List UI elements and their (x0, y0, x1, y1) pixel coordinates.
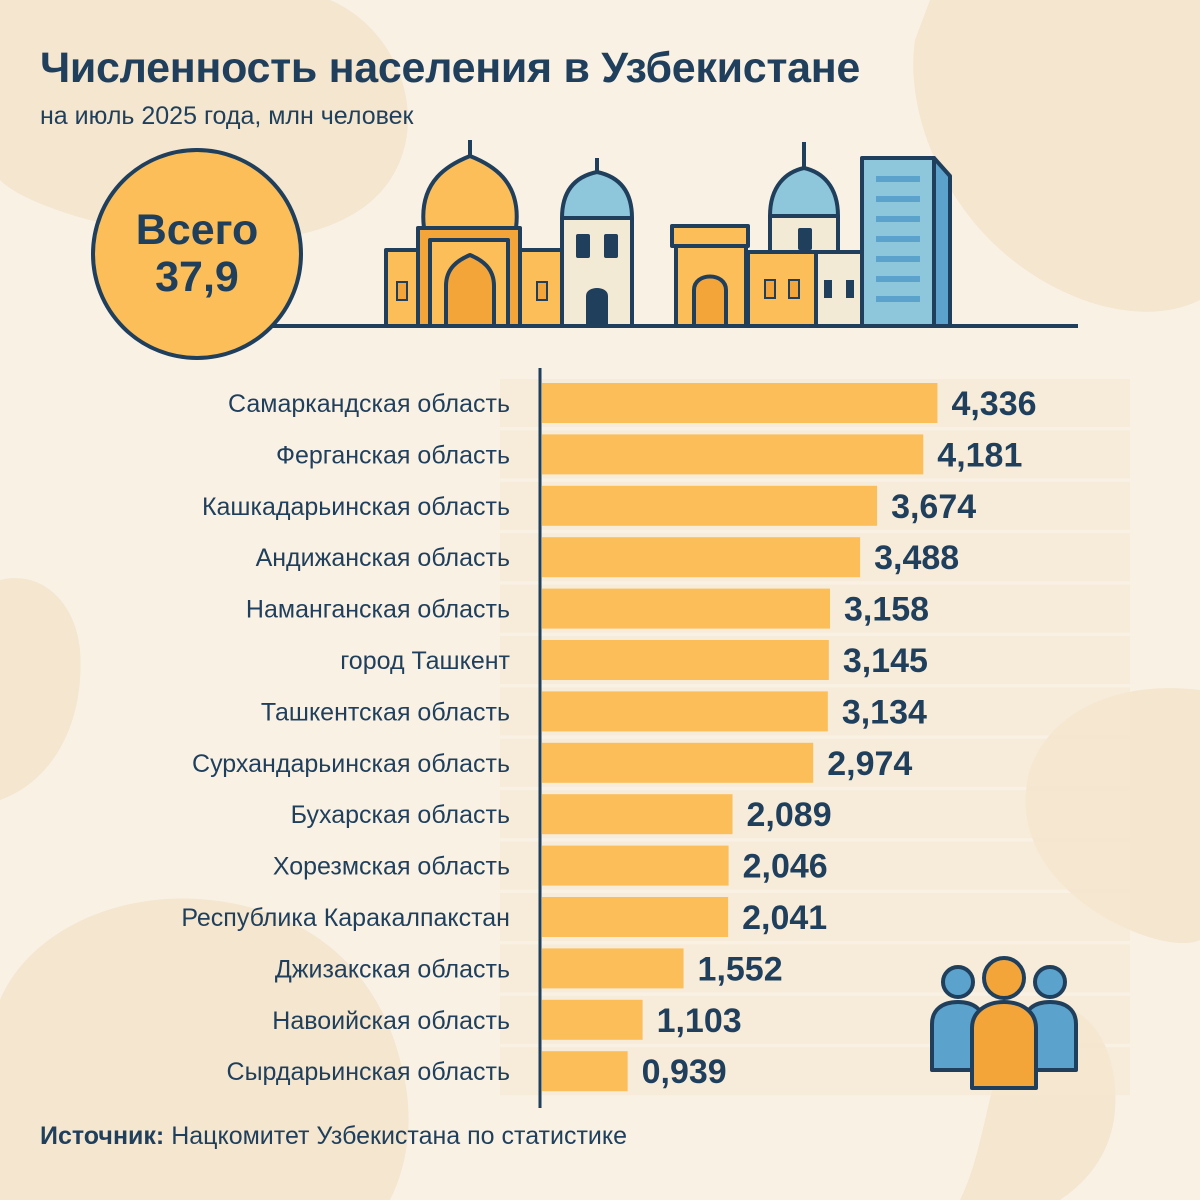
bar (542, 434, 924, 475)
category-label: Наманганская область (246, 596, 510, 624)
value-label: 3,134 (842, 693, 927, 731)
bar (542, 1051, 628, 1092)
total-label: Всего (135, 205, 259, 254)
category-label: Андижанская область (256, 544, 510, 572)
bar (542, 742, 814, 783)
value-label: 3,145 (843, 642, 928, 680)
value-label: 2,974 (827, 745, 912, 783)
value-label: 3,158 (844, 591, 929, 629)
category-label: Самаркандская область (228, 390, 510, 418)
page-title: Численность населения в Узбекистане (40, 44, 861, 92)
value-label: 0,939 (642, 1053, 727, 1091)
source-text: Нацкомитет Узбекистана по статистике (171, 1122, 628, 1150)
people-group-icon (930, 956, 1078, 1090)
bar (542, 640, 829, 680)
bar (542, 537, 861, 578)
category-label: Ташкентская область (261, 698, 510, 726)
page-subtitle: на июль 2025 года, млн человек (40, 102, 414, 130)
bar (542, 588, 831, 629)
bar (542, 383, 938, 423)
skyline-illustration (270, 140, 1078, 328)
value-label: 3,488 (874, 539, 959, 577)
value-label: 2,089 (747, 796, 832, 834)
bar (542, 948, 684, 989)
bar (542, 897, 729, 937)
value-label: 4,336 (951, 385, 1036, 423)
value-label: 1,103 (657, 1002, 742, 1040)
category-label: Навоийская область (272, 1007, 510, 1035)
bar (542, 845, 729, 886)
category-label: Джизакская область (275, 955, 510, 983)
category-label: Сурхандарьинская область (192, 750, 510, 778)
category-label: Кашкадарьинская область (202, 493, 510, 521)
total-badge: Всего 37,9 (91, 148, 303, 360)
source-note: Источник: Нацкомитет Узбекистана по стат… (40, 1122, 627, 1151)
value-label: 2,046 (743, 848, 828, 886)
bar (542, 794, 733, 835)
category-label: Хорезмская область (273, 853, 510, 881)
bar (542, 485, 878, 526)
value-label: 2,041 (742, 899, 827, 937)
category-label: Сырдарьинская область (227, 1058, 510, 1086)
bar (542, 691, 828, 732)
value-label: 4,181 (937, 436, 1022, 474)
total-value: 37,9 (155, 253, 239, 301)
category-label: Республика Каракалпакстан (181, 904, 510, 932)
value-label: 1,552 (698, 950, 783, 988)
value-label: 3,674 (891, 488, 976, 526)
category-label: город Ташкент (340, 647, 510, 675)
category-label: Бухарская область (291, 801, 510, 829)
bar (542, 999, 643, 1040)
category-label: Ферганская область (276, 441, 510, 469)
source-label: Источник: (40, 1122, 165, 1150)
